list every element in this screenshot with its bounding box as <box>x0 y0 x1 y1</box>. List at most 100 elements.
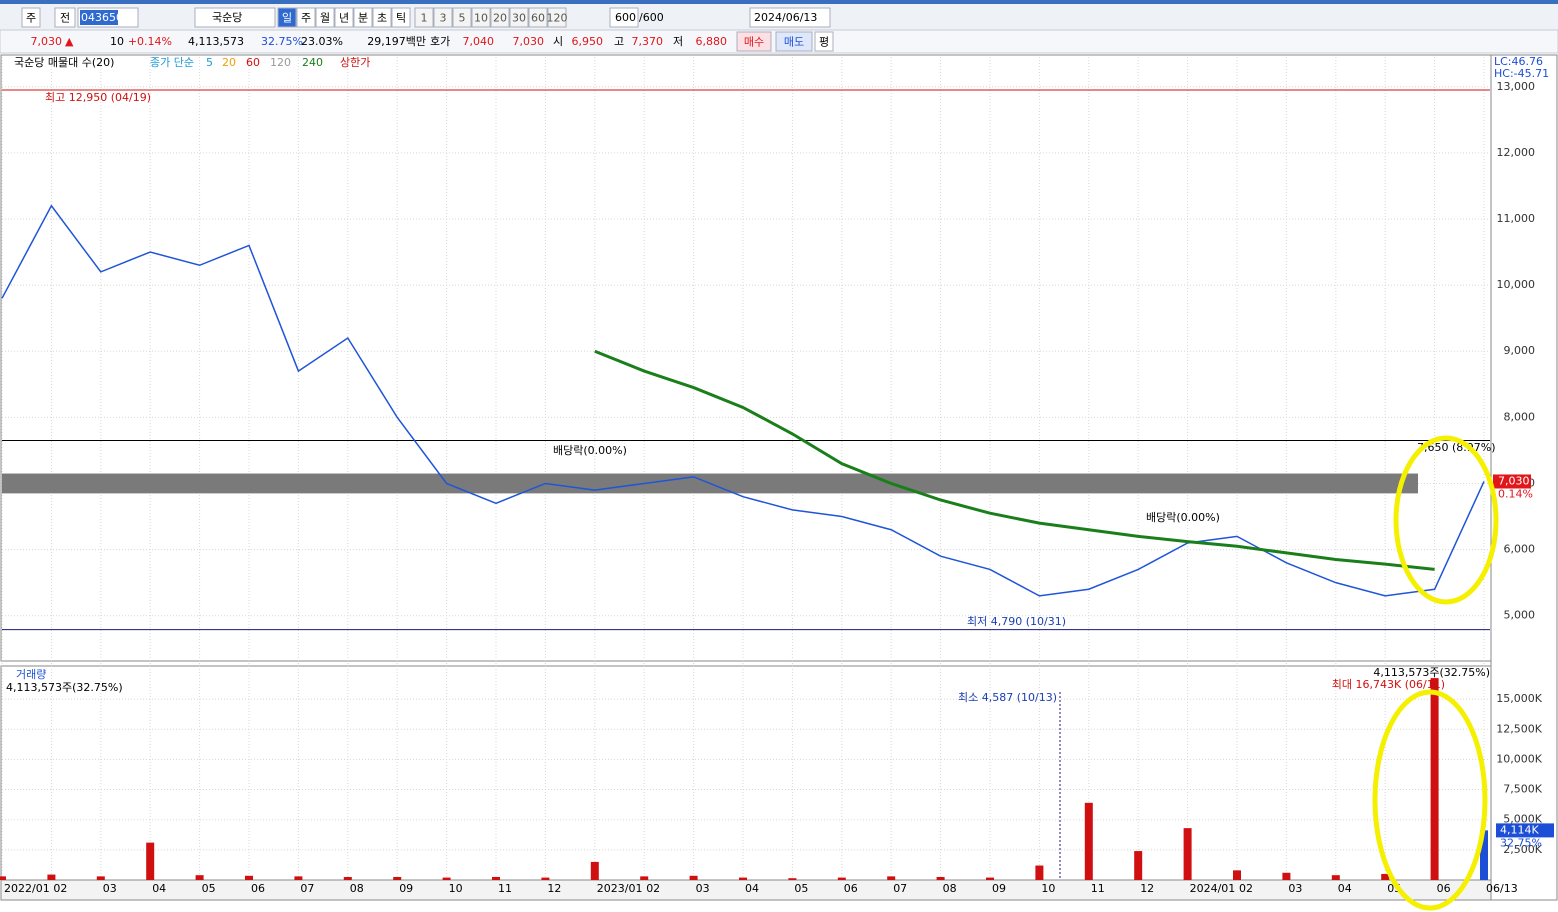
quote-arrow: ▲ <box>65 35 74 48</box>
x-tick-label: 03 <box>103 882 117 895</box>
period-button[interactable]: 분 <box>358 12 368 25</box>
volume-bar <box>1183 828 1192 880</box>
volume-bar <box>590 861 599 880</box>
volume-bar <box>541 877 550 880</box>
date-box[interactable] <box>749 7 831 28</box>
interval-button[interactable]: 5 <box>459 12 466 25</box>
volume-bar <box>146 842 155 880</box>
y-tick-label: 5,000 <box>1504 609 1536 622</box>
interval-button-bg[interactable] <box>452 7 472 28</box>
x-tick-label: 06 <box>1437 882 1451 895</box>
x-tick-label: 10 <box>449 882 463 895</box>
price-line <box>1 204 1485 597</box>
legend-item[interactable]: 5 <box>206 56 213 69</box>
interval-button-bg[interactable] <box>509 7 529 28</box>
quote-turnover: 32.75% <box>261 35 303 48</box>
sell-button[interactable]: 매도 <box>784 36 804 49</box>
x-tick-label: 07 <box>893 882 907 895</box>
interval-button[interactable]: 30 <box>512 12 526 25</box>
interval-button-bg[interactable] <box>528 7 548 28</box>
x-tick-label: 05 <box>202 882 216 895</box>
legend-item[interactable]: 240 <box>302 56 323 69</box>
interval-button[interactable]: 120 <box>547 12 568 25</box>
interval-button-bg[interactable] <box>414 7 434 28</box>
price-panel <box>0 54 1492 662</box>
code-input: 043650 <box>81 11 123 24</box>
sell-button-bg[interactable] <box>775 31 813 52</box>
last-pct: 0.14% <box>1498 487 1533 500</box>
x-tick-label: 06 <box>844 882 858 895</box>
x-tick-label: 2023/01 <box>597 882 643 895</box>
interval-button[interactable]: 3 <box>440 12 447 25</box>
interval-button[interactable]: 60 <box>531 12 545 25</box>
y-tick-label: 10,000 <box>1497 278 1536 291</box>
legend-item[interactable]: 20 <box>222 56 236 69</box>
x-tick-label: 03 <box>1288 882 1302 895</box>
volume-bar <box>1282 872 1291 880</box>
name-box[interactable] <box>194 7 276 28</box>
x-tick-label: 11 <box>1091 882 1105 895</box>
interval-button-bg[interactable] <box>471 7 491 28</box>
y-tick-label: 15,000K <box>1496 692 1542 705</box>
avg-button[interactable]: 평 <box>819 36 829 49</box>
buy-button[interactable]: 매수 <box>744 36 764 49</box>
period-button[interactable]: 주 <box>301 12 311 25</box>
volume-bar <box>1233 870 1241 880</box>
dividend-label: 배당락(0.00%) <box>553 444 627 457</box>
low-label: 최저 4,790 (10/31) <box>967 615 1066 628</box>
volume-bar <box>1381 873 1390 880</box>
interval-button-bg[interactable] <box>547 7 567 28</box>
prev-button-bg[interactable] <box>54 7 76 28</box>
x-tick-label: 02 <box>646 882 660 895</box>
interval-button[interactable]: 10 <box>474 12 488 25</box>
x-tick-label: 03 <box>696 882 710 895</box>
y-tick-label: 10,000K <box>1496 752 1542 765</box>
volume-bar <box>245 875 253 880</box>
volume-bar <box>294 876 303 880</box>
last-volume: 4,114K <box>1500 823 1539 836</box>
volume-bar <box>936 876 945 880</box>
period-button[interactable]: 년 <box>339 12 349 25</box>
market-select[interactable]: 주 <box>26 12 36 25</box>
volume-title: 거래량 <box>16 668 46 681</box>
avg-button-bg[interactable] <box>814 31 834 52</box>
period-button-bg[interactable] <box>391 7 411 28</box>
legend-item[interactable]: 60 <box>246 56 260 69</box>
period-button-bg[interactable] <box>315 7 335 28</box>
volume-min-label: 최소 4,587 (10/13) <box>958 691 1057 704</box>
prev-button[interactable]: 전 <box>60 12 70 25</box>
period-button-bg[interactable] <box>277 7 297 28</box>
period-button[interactable]: 초 <box>377 12 387 25</box>
interval-button-bg[interactable] <box>490 7 510 28</box>
period-button-bg[interactable] <box>353 7 373 28</box>
dividend-label: 배당락(0.00%) <box>1146 511 1220 524</box>
x-tick-label: 02 <box>53 882 67 895</box>
window-top <box>0 0 1558 4</box>
x-tick-label: 02 <box>1239 882 1253 895</box>
period-button[interactable]: 틱 <box>396 12 406 25</box>
period-button-bg[interactable] <box>372 7 392 28</box>
period-button-bg[interactable] <box>296 7 316 28</box>
y-tick-label: 11,000 <box>1497 212 1536 225</box>
limit-label: 상한가 <box>340 56 370 69</box>
volume-bar <box>96 876 105 880</box>
market-select-bg[interactable] <box>21 7 41 28</box>
x-tick-label: 09 <box>399 882 413 895</box>
interval-button[interactable]: 1 <box>421 12 428 25</box>
volume-bar <box>1035 865 1044 880</box>
y-tick-label: 2,500K <box>1503 843 1542 856</box>
buy-button-bg[interactable] <box>736 31 772 52</box>
period-button-bg[interactable] <box>334 7 354 28</box>
quote-rate: 23.03% <box>301 35 343 48</box>
interval-button-bg[interactable] <box>433 7 453 28</box>
code-highlight <box>80 10 118 25</box>
legend-item[interactable]: 120 <box>270 56 291 69</box>
interval-button[interactable]: 20 <box>493 12 507 25</box>
volume-bar <box>788 878 797 880</box>
volume-bar <box>1084 802 1093 880</box>
period-button[interactable]: 일 <box>282 11 292 25</box>
x-tick-label: 12 <box>1140 882 1154 895</box>
period-button[interactable]: 월 <box>320 12 330 25</box>
count-box[interactable] <box>609 7 639 28</box>
volume-bar <box>442 877 451 880</box>
